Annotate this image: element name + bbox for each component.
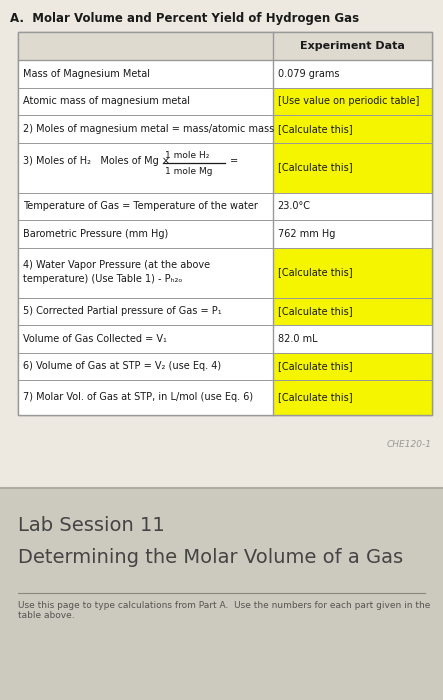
Bar (272, 298, 432, 325)
Bar (18, 220, 432, 248)
Text: [Calculate this]: [Calculate this] (278, 307, 352, 316)
Bar (18, 298, 432, 325)
Bar (272, 143, 432, 192)
Bar (272, 353, 432, 380)
Text: [Calculate this]: [Calculate this] (278, 361, 352, 371)
Bar (272, 380, 432, 415)
Bar (18, 32, 432, 415)
Text: [Calculate this]: [Calculate this] (278, 267, 352, 277)
Text: Atomic mass of magnesium metal: Atomic mass of magnesium metal (23, 96, 190, 106)
Text: A.  Molar Volume and Percent Yield of Hydrogen Gas: A. Molar Volume and Percent Yield of Hyd… (10, 12, 359, 25)
Text: [Calculate this]: [Calculate this] (278, 393, 352, 402)
Text: Mass of Magnesium Metal: Mass of Magnesium Metal (23, 69, 150, 79)
Text: 23.0°C: 23.0°C (278, 202, 311, 211)
Text: Lab Session 11: Lab Session 11 (18, 516, 165, 535)
Text: Use this page to type calculations from Part A.  Use the numbers for each part g: Use this page to type calculations from … (18, 601, 431, 620)
Text: 82.0 mL: 82.0 mL (278, 334, 317, 344)
Bar (18, 32, 432, 60)
Text: 762 mm Hg: 762 mm Hg (278, 229, 335, 239)
Text: Volume of Gas Collected = V₁: Volume of Gas Collected = V₁ (23, 334, 167, 344)
Text: 5) Corrected Partial pressure of Gas = P₁: 5) Corrected Partial pressure of Gas = P… (23, 307, 222, 316)
Text: 0.079 grams: 0.079 grams (278, 69, 339, 79)
Text: 3) Moles of H₂   Moles of Mg ×: 3) Moles of H₂ Moles of Mg × (23, 157, 170, 167)
Bar (18, 380, 432, 415)
Bar (18, 32, 432, 415)
Bar (18, 248, 432, 298)
Text: CHE120-1: CHE120-1 (387, 440, 432, 449)
Text: [Use value on periodic table]: [Use value on periodic table] (278, 96, 419, 106)
Text: 2) Moles of magnesium metal = mass/atomic mass: 2) Moles of magnesium metal = mass/atomi… (23, 124, 274, 134)
Text: [Calculate this]: [Calculate this] (278, 124, 352, 134)
Bar (0, 488, 443, 700)
Text: Determining the Molar Volume of a Gas: Determining the Molar Volume of a Gas (18, 548, 403, 567)
Text: 6) Volume of Gas at STP = V₂ (use Eq. 4): 6) Volume of Gas at STP = V₂ (use Eq. 4) (23, 361, 221, 371)
Text: =: = (230, 157, 238, 167)
Bar (18, 115, 432, 143)
Bar (18, 60, 432, 88)
Text: temperature) (Use Table 1) - Pₕ₂ₒ: temperature) (Use Table 1) - Pₕ₂ₒ (23, 274, 183, 284)
Text: 4) Water Vapor Pressure (at the above: 4) Water Vapor Pressure (at the above (23, 260, 210, 270)
Text: 7) Molar Vol. of Gas at STP, in L/mol (use Eq. 6): 7) Molar Vol. of Gas at STP, in L/mol (u… (23, 393, 253, 402)
Bar (272, 115, 432, 143)
Text: Barometric Pressure (mm Hg): Barometric Pressure (mm Hg) (23, 229, 168, 239)
Bar (18, 143, 432, 192)
Bar (18, 88, 432, 115)
Bar (18, 193, 432, 220)
Bar (272, 248, 432, 298)
Bar (18, 325, 432, 353)
Text: 1 mole Mg: 1 mole Mg (165, 167, 213, 176)
Text: Experiment Data: Experiment Data (300, 41, 405, 51)
Text: 1 mole H₂: 1 mole H₂ (165, 151, 210, 160)
Text: Temperature of Gas = Temperature of the water: Temperature of Gas = Temperature of the … (23, 202, 258, 211)
Bar (272, 88, 432, 115)
Text: [Calculate this]: [Calculate this] (278, 162, 352, 172)
Bar (18, 353, 432, 380)
